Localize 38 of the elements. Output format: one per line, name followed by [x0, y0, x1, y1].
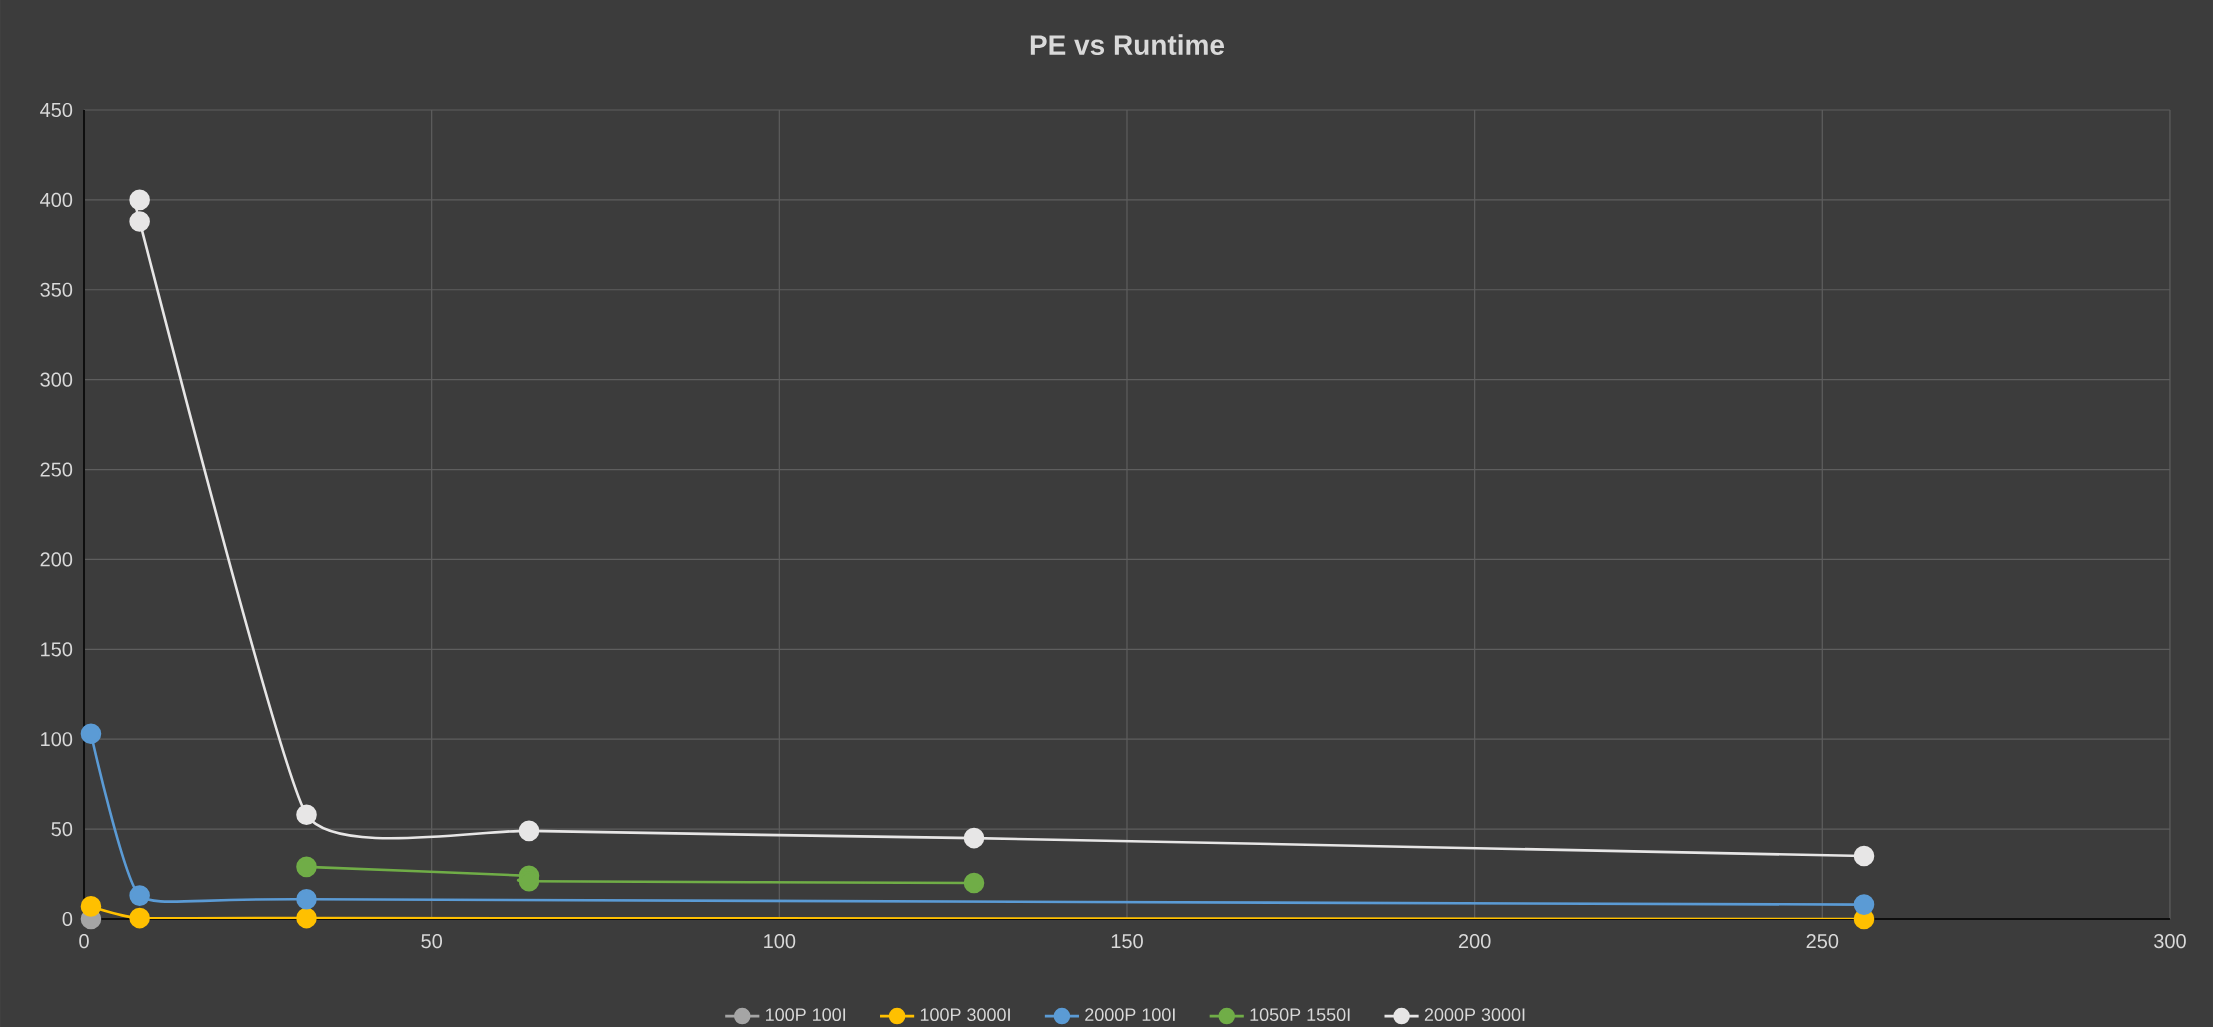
point [296, 856, 317, 878]
y-tick-label: 150 [41, 642, 73, 657]
point [129, 907, 150, 929]
y-tick-label: 400 [40, 192, 73, 208]
y-tick-label: 100 [41, 732, 73, 747]
legend-label: 1050P 1550I [1250, 1008, 1350, 1022]
x-tick-label: 50 [421, 934, 443, 949]
point [129, 885, 150, 906]
chart-title: PE vs Runtime [1030, 34, 1225, 55]
point [1853, 845, 1875, 867]
point [129, 211, 150, 232]
x-tick-label: 100 [764, 934, 796, 949]
point [80, 723, 102, 745]
point [129, 189, 150, 211]
y-tick-label: 250 [40, 462, 73, 477]
point [963, 872, 985, 894]
y-tick-label: 450 [40, 102, 73, 118]
point [1853, 894, 1875, 915]
y-tick-label: 50 [51, 822, 73, 837]
legend-label: 100P 3000I [920, 1008, 1010, 1022]
x-tick-label: 250 [1806, 934, 1839, 949]
point [80, 896, 102, 917]
y-tick-label: 200 [40, 552, 73, 567]
legend-label: 100P 100I [766, 1008, 846, 1022]
point [296, 888, 317, 910]
y-tick-label: 350 [40, 282, 73, 297]
x-tick-label: 300 [2154, 934, 2186, 949]
legend-label: 2000P 100I [1085, 1008, 1175, 1022]
x-tick-label: 200 [1458, 934, 1491, 949]
point [963, 827, 985, 849]
y-tick-label: 300 [40, 372, 73, 387]
x-tick-label: 0 [79, 934, 89, 949]
x-tick-label: 150 [1111, 934, 1143, 949]
point [296, 804, 317, 826]
legend-label: 2000P 3000I [1424, 1008, 1525, 1022]
point [296, 907, 317, 929]
point [518, 820, 540, 842]
y-tick-label: 0 [62, 911, 73, 927]
